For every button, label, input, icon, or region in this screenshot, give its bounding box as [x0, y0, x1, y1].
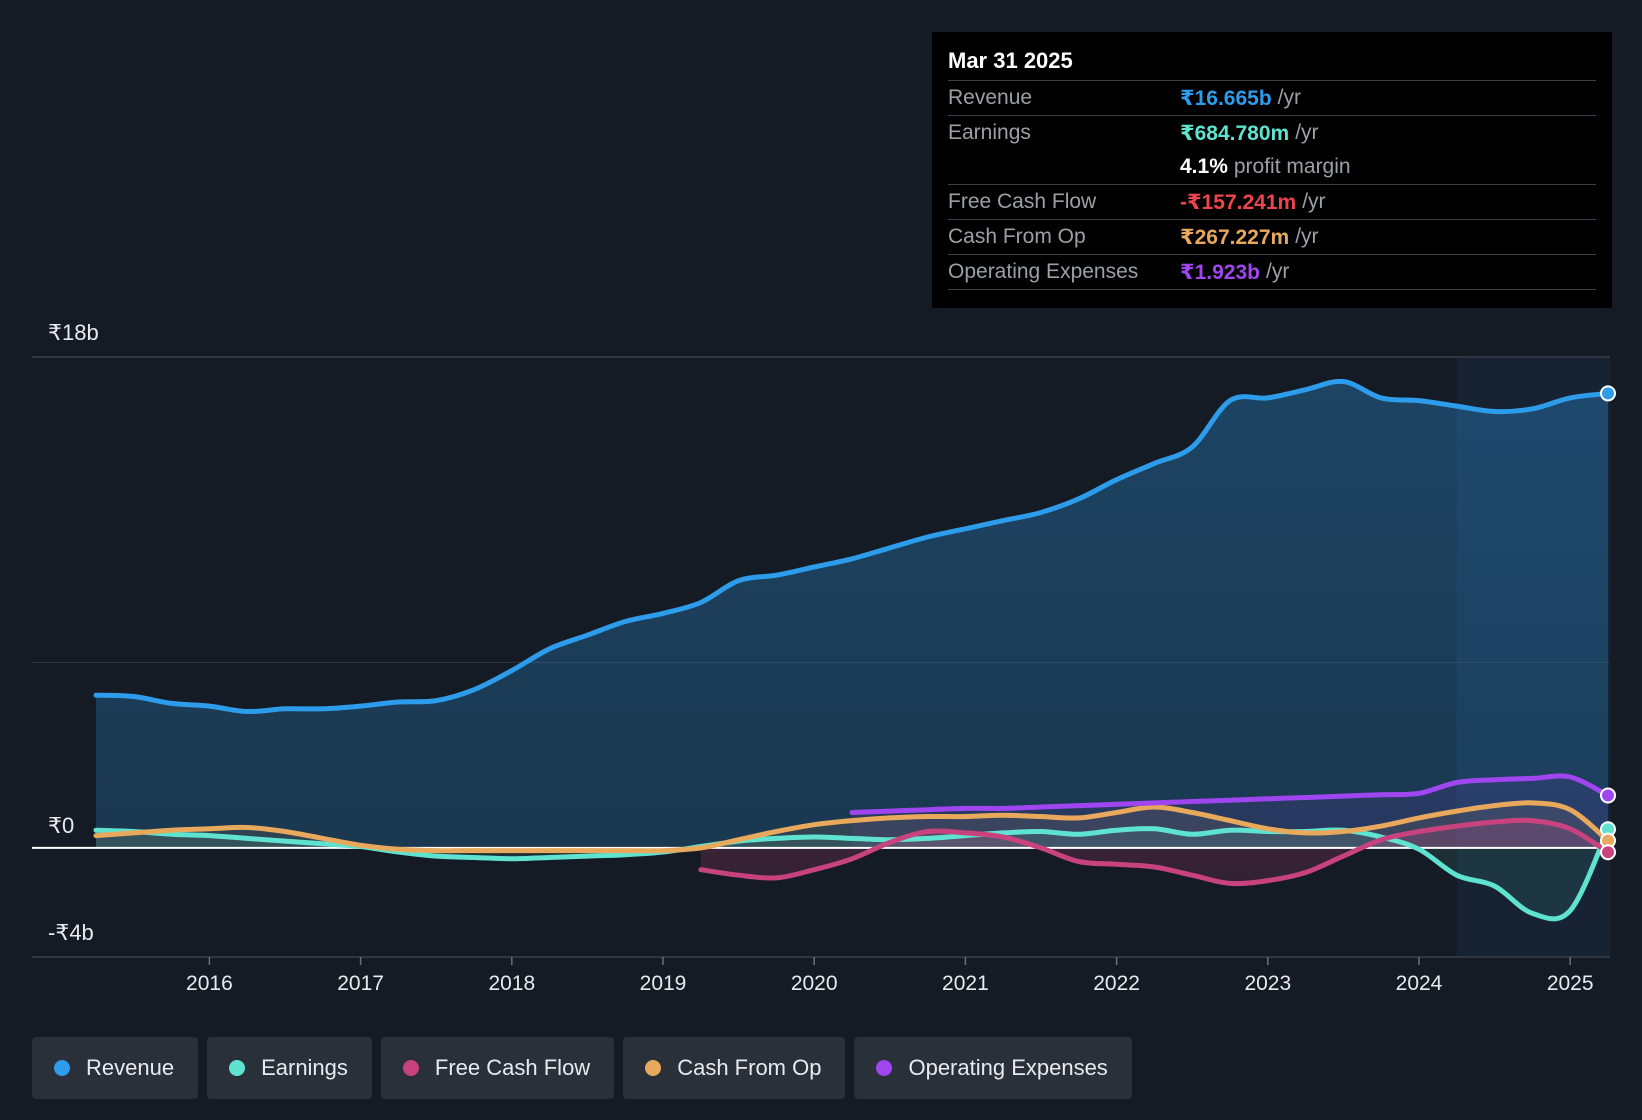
cash_from_op-area: [96, 802, 1608, 851]
y-label-zero: ₹0: [48, 813, 74, 838]
tooltip-panel: Mar 31 2025 Revenue ₹16.665b /yr Earning…: [932, 32, 1612, 308]
tooltip-row-cash-from-op: Cash From Op ₹267.227m /yr: [948, 219, 1596, 254]
legend-label: Operating Expenses: [908, 1055, 1108, 1080]
legend-item-revenue[interactable]: Revenue: [32, 1037, 199, 1099]
tooltip-unit: /yr: [1277, 86, 1301, 109]
x-tick-label: 2017: [337, 972, 384, 995]
tooltip-label: Free Cash Flow: [948, 190, 1097, 213]
text-layer: ₹18b ₹0 -₹4b 2016 2017 2018 2019 2020 2021 202…: [48, 320, 1594, 995]
x-tick-label: 2020: [791, 972, 838, 995]
legend-label: Earnings: [261, 1055, 348, 1080]
x-tick-label: 2021: [942, 972, 989, 995]
operating-expenses-dot-icon: [876, 1060, 893, 1076]
operating_expenses-line: [849, 773, 1611, 815]
x-tick-label: 2025: [1547, 972, 1594, 995]
tooltip-value: ₹16.665b: [1180, 86, 1272, 110]
dot-layer: [1600, 385, 1616, 861]
tooltip-row-free-cash-flow: Free Cash Flow -₹157.241m /yr: [948, 184, 1596, 219]
x-tick-label: 2019: [640, 972, 687, 995]
tooltip-unit: /yr: [1295, 121, 1319, 144]
x-tick-label: 2024: [1396, 972, 1443, 995]
tooltip-label: Cash From Op: [948, 225, 1086, 248]
tooltip-date: Mar 31 2025: [948, 48, 1073, 73]
x-tick-label: 2018: [488, 972, 535, 995]
tooltip-value: -₹157.241m: [1180, 190, 1297, 214]
x-tick-label: 2016: [186, 972, 233, 995]
earnings-dot-icon: [229, 1060, 246, 1076]
free_cash_flow-line: [698, 817, 1611, 887]
tooltip-unit: /yr: [1266, 260, 1290, 283]
revenue-end-marker: [1600, 385, 1616, 402]
cash-from-op-dot-icon: [645, 1060, 662, 1076]
tooltip-unit: /yr: [1295, 225, 1319, 248]
x-tick-label: 2022: [1093, 972, 1140, 995]
tooltip-unit: profit margin: [1233, 155, 1351, 178]
legend-item-operating-expenses[interactable]: Operating Expenses: [854, 1037, 1132, 1099]
tooltip-value: 4.1%: [1180, 155, 1228, 178]
tooltip-label: Operating Expenses: [948, 260, 1139, 283]
legend: Revenue Earnings Free Cash Flow Cash Fro…: [32, 1037, 1132, 1099]
tooltip-row-revenue: Revenue ₹16.665b /yr: [948, 80, 1596, 115]
tooltip-value: ₹267.227m: [1180, 225, 1290, 249]
tooltip-value: ₹1.923b: [1180, 260, 1260, 284]
y-label-top: ₹18b: [48, 320, 99, 345]
legend-item-cash-from-op[interactable]: Cash From Op: [623, 1037, 846, 1099]
legend-label: Revenue: [86, 1055, 175, 1080]
legend-label: Cash From Op: [677, 1055, 822, 1080]
tooltip-label: Revenue: [948, 86, 1033, 109]
free-cash-flow-dot-icon: [402, 1060, 419, 1076]
operating_expenses-end-marker: [1600, 787, 1616, 804]
tooltip-row-earnings: Earnings ₹684.780m /yr: [948, 115, 1596, 150]
tooltip-unit: /yr: [1302, 190, 1326, 213]
legend-item-free-cash-flow[interactable]: Free Cash Flow: [380, 1037, 615, 1099]
line-layer: [32, 378, 1611, 922]
tooltip-row-profit-margin: 4.1% profit margin: [948, 150, 1596, 184]
legend-label: Free Cash Flow: [434, 1055, 591, 1080]
tooltip-value: ₹684.780m: [1180, 121, 1290, 145]
revenue-dot-icon: [54, 1060, 70, 1076]
cash_from_op-line: [93, 800, 1611, 854]
revenue-line: [93, 378, 1611, 715]
tooltip-row-operating-expenses: Operating Expenses ₹1.923b /yr: [948, 254, 1596, 290]
free_cash_flow-end-marker: [1600, 844, 1616, 861]
x-tick-label: 2023: [1244, 972, 1291, 995]
y-label-bottom: -₹4b: [48, 920, 94, 945]
legend-item-earnings[interactable]: Earnings: [207, 1037, 372, 1099]
revenue-area: [96, 381, 1608, 848]
tooltip-label: Earnings: [948, 121, 1031, 144]
